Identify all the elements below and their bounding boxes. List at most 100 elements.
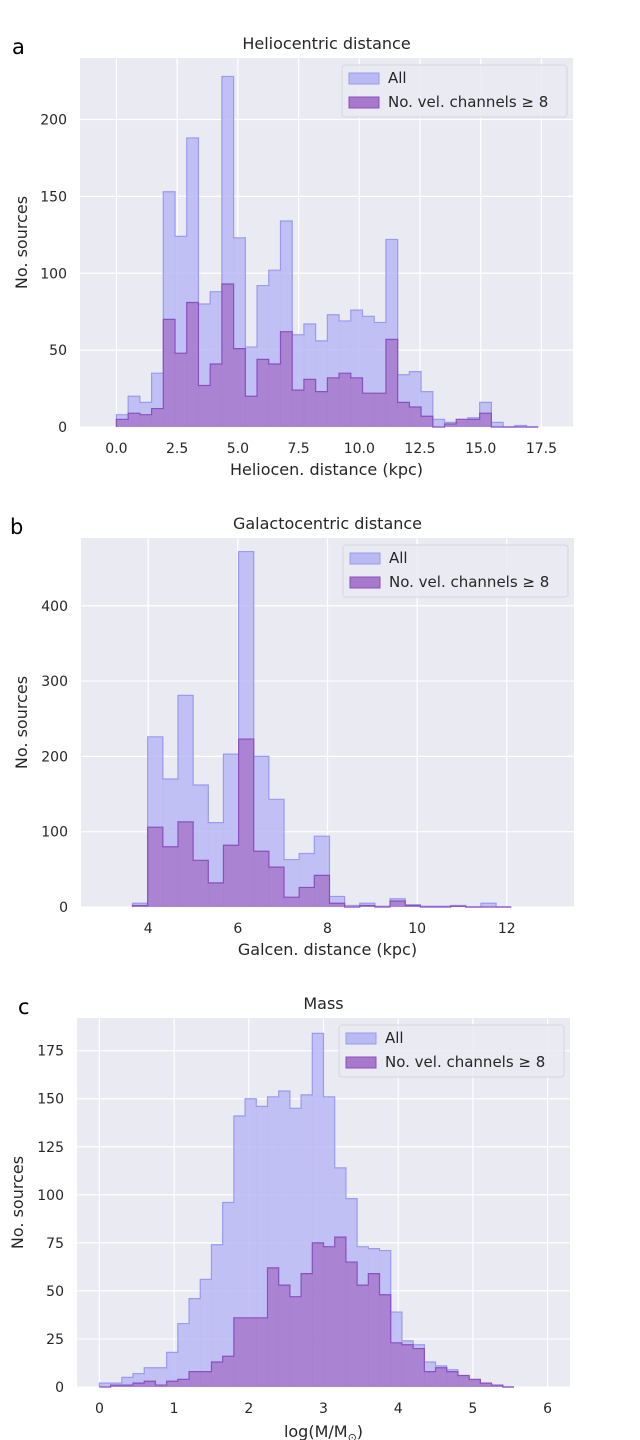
histogram-bar bbox=[177, 821, 194, 907]
histogram-bar bbox=[301, 1094, 313, 1387]
histogram-bar bbox=[132, 905, 148, 907]
histogram-bar bbox=[284, 897, 300, 907]
histogram-bar bbox=[222, 1356, 235, 1387]
histogram-bar bbox=[467, 419, 480, 427]
histogram-bar bbox=[189, 1298, 201, 1387]
histogram-bar bbox=[405, 905, 421, 907]
y-tick-label: 100 bbox=[41, 825, 68, 841]
y-axis-label: No. sources bbox=[12, 196, 31, 289]
histogram-bar bbox=[268, 867, 285, 907]
histogram-bar bbox=[329, 903, 345, 907]
legend-label: No. vel. channels ≥ 8 bbox=[385, 1053, 545, 1071]
histogram-outline bbox=[115, 283, 539, 428]
histogram-bar bbox=[374, 393, 387, 427]
histogram-bar bbox=[339, 373, 352, 427]
y-tick-label: 50 bbox=[49, 343, 67, 359]
legend-swatch-vel bbox=[349, 576, 381, 589]
histogram-bar bbox=[200, 1279, 212, 1387]
histogram-bar bbox=[166, 1352, 179, 1387]
y-tick-label: 25 bbox=[46, 1332, 64, 1348]
histogram-bar bbox=[350, 377, 363, 427]
histogram-bar bbox=[479, 413, 492, 427]
y-tick-label: 0 bbox=[55, 1380, 64, 1396]
y-tick-label: 0 bbox=[59, 900, 68, 916]
histogram-bar bbox=[245, 1098, 257, 1387]
histogram-bar bbox=[151, 408, 164, 427]
y-axis-label: No. sources bbox=[8, 1156, 27, 1249]
legend-label: All bbox=[388, 69, 407, 87]
y-tick-label: 50 bbox=[46, 1284, 64, 1300]
histogram-bar bbox=[256, 1106, 268, 1387]
x-tick-label: 3 bbox=[319, 1401, 328, 1417]
histogram-bar bbox=[211, 1362, 223, 1387]
histogram-bar bbox=[189, 1371, 201, 1387]
y-tick-label: 400 bbox=[41, 599, 68, 615]
histogram-bar bbox=[446, 1371, 459, 1387]
histogram-bar bbox=[208, 882, 224, 907]
histogram-bar bbox=[480, 903, 497, 907]
chart-panel-c: c Mass 0 1 2 3 4 5 6 0 25 50 75 100 125 150 175 log(M/M⊙)… bbox=[8, 994, 570, 1440]
histogram-bar bbox=[480, 1383, 492, 1387]
histogram-bar bbox=[390, 900, 406, 907]
histogram-bar bbox=[193, 860, 209, 907]
histogram-bar bbox=[432, 419, 445, 427]
y-tick-label: 300 bbox=[41, 674, 68, 690]
x-tick-label: 6 bbox=[233, 921, 242, 937]
histogram-bar bbox=[368, 1273, 380, 1387]
histogram-bar bbox=[409, 407, 422, 427]
histogram-bar bbox=[323, 1246, 336, 1387]
legend-box bbox=[341, 64, 568, 118]
x-axis-label: Heliocen. distance (kpc) bbox=[230, 460, 423, 479]
y-tick-label: 175 bbox=[37, 1044, 64, 1060]
x-tick-label: 5 bbox=[468, 1401, 477, 1417]
histogram-bar bbox=[289, 1108, 302, 1387]
histogram-bar bbox=[268, 363, 281, 427]
x-tick-label: 1 bbox=[170, 1401, 179, 1417]
histogram-bar bbox=[110, 1385, 123, 1387]
histogram-bar bbox=[128, 413, 141, 427]
legend-swatch-all bbox=[345, 1032, 377, 1045]
histogram-bar bbox=[301, 1273, 313, 1387]
histogram-bar bbox=[456, 419, 469, 427]
histogram-bar bbox=[312, 1242, 324, 1387]
histogram-bar bbox=[155, 1367, 167, 1387]
panel-letter: a bbox=[12, 35, 25, 59]
histogram-bar bbox=[121, 1377, 134, 1387]
histogram-bar bbox=[379, 1294, 392, 1387]
histogram-bar bbox=[233, 1116, 246, 1387]
histogram-bar bbox=[267, 1096, 279, 1387]
histogram-bar bbox=[166, 1381, 179, 1387]
histogram-bar bbox=[210, 363, 223, 427]
x-tick-label: 2.5 bbox=[166, 441, 188, 457]
x-tick-label: 12.5 bbox=[404, 441, 435, 457]
histogram-bar bbox=[200, 1371, 212, 1387]
histogram-bar bbox=[155, 1385, 167, 1387]
histogram-bar bbox=[413, 1348, 425, 1387]
histogram-bar bbox=[253, 851, 270, 907]
histogram-bar bbox=[292, 390, 305, 427]
histogram-bar bbox=[278, 1285, 291, 1387]
histogram-bar bbox=[245, 1317, 257, 1387]
histogram-bar bbox=[278, 1091, 291, 1387]
histogram-bar bbox=[177, 1379, 190, 1387]
histogram-bar bbox=[514, 425, 527, 427]
histogram-bar bbox=[147, 827, 164, 907]
histogram-bar bbox=[99, 1383, 111, 1387]
histogram-bar bbox=[267, 1267, 279, 1387]
x-tick-label: 6 bbox=[543, 1401, 552, 1417]
histogram-bar bbox=[233, 348, 246, 427]
legend: All No. vel. channels ≥ 8 bbox=[341, 64, 568, 118]
y-tick-label: 150 bbox=[37, 1092, 64, 1108]
histogram-bar bbox=[222, 1202, 235, 1387]
legend-swatch-all bbox=[349, 552, 381, 565]
y-tick-label: 75 bbox=[46, 1236, 64, 1252]
histogram-bar bbox=[223, 845, 239, 907]
x-tick-label: 10 bbox=[408, 921, 426, 937]
y-axis-label: No. sources bbox=[12, 676, 31, 769]
x-tick-label: 8 bbox=[323, 921, 332, 937]
x-axis-label-main: log(M/M bbox=[284, 1422, 348, 1440]
histogram-bar bbox=[323, 1096, 336, 1387]
chart-panel-a: a Heliocentric distance 0.0 2.5 5.0 7.5 10.0 12… bbox=[12, 34, 573, 479]
x-axis-label: log(M/M⊙) bbox=[284, 1422, 363, 1440]
